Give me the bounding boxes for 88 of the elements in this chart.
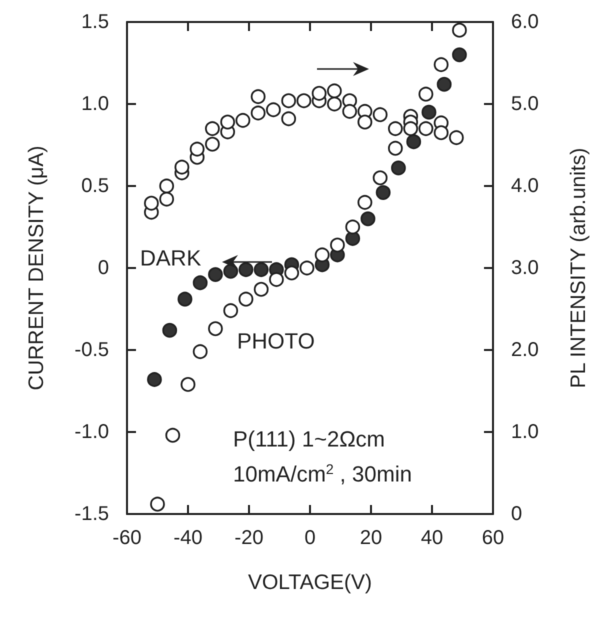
y-tick-label: -0.5 <box>74 339 109 361</box>
point <box>388 140 403 156</box>
point <box>205 121 220 136</box>
point <box>220 114 236 130</box>
point <box>418 86 434 102</box>
y2-tick-label: 0 <box>511 503 522 525</box>
point <box>269 272 284 287</box>
annotation: P(111) 1~2Ωcm <box>233 426 385 452</box>
point <box>192 344 208 360</box>
point <box>147 372 162 387</box>
y2-tick-label: 4.0 <box>511 175 539 197</box>
point <box>330 238 345 252</box>
point <box>403 121 418 136</box>
point <box>327 96 342 112</box>
point <box>327 83 342 98</box>
point <box>314 247 330 262</box>
y-axis-title: CURRENT DENSITY (μA) <box>25 146 48 390</box>
point <box>436 76 452 92</box>
point <box>281 111 296 126</box>
point <box>223 303 238 318</box>
x-axis-title: VOLTAGE(V) <box>248 571 372 594</box>
point <box>223 264 238 279</box>
y2-tick-label: 3.0 <box>511 257 539 279</box>
point <box>281 93 296 108</box>
point <box>388 121 403 136</box>
point <box>434 57 449 72</box>
y2-tick-label: 2.0 <box>511 339 539 361</box>
point <box>452 47 467 62</box>
y2-tick-label: 6.0 <box>511 11 539 33</box>
point <box>358 114 372 130</box>
point <box>422 104 436 120</box>
point <box>236 113 250 128</box>
point <box>372 170 388 186</box>
y-tick-label: -1.0 <box>74 421 109 443</box>
point <box>452 22 467 38</box>
y-tick-label: 0 <box>98 257 109 279</box>
point <box>418 121 434 136</box>
point <box>250 89 266 104</box>
x-tick-label: 60 <box>482 527 504 549</box>
point <box>391 160 406 176</box>
y-tick-label: -1.5 <box>74 503 109 525</box>
point <box>296 93 312 108</box>
point <box>174 160 190 175</box>
point <box>205 136 220 152</box>
annotation: DARK <box>140 246 202 270</box>
y2-tick-label: 5.0 <box>511 93 539 115</box>
x-tick-label: 0 <box>304 527 316 549</box>
point <box>162 322 178 338</box>
point <box>254 282 269 297</box>
point <box>192 275 208 290</box>
x-tick-label: 40 <box>420 527 444 549</box>
y-tick-label: 1.5 <box>81 11 109 33</box>
point <box>165 428 180 443</box>
point <box>449 130 464 146</box>
point <box>345 220 360 234</box>
point <box>238 292 254 307</box>
annotation: PHOTO <box>237 328 315 354</box>
point <box>238 262 254 278</box>
point <box>266 102 281 118</box>
point <box>358 195 372 210</box>
point <box>144 196 159 211</box>
point <box>159 178 174 194</box>
point <box>360 211 376 226</box>
point <box>300 260 314 276</box>
point <box>406 134 422 150</box>
point <box>250 106 266 120</box>
point <box>372 107 388 122</box>
y-tick-label: 1.0 <box>81 93 109 115</box>
y2-axis-title: PL INTENSITY (arb.units) <box>567 148 590 388</box>
y-tick-label: 0.5 <box>81 175 109 197</box>
point <box>150 496 165 512</box>
x-tick-label: -20 <box>234 527 264 549</box>
point <box>254 262 269 278</box>
x-tick-label: -60 <box>112 527 142 549</box>
x-tick-label: 20 <box>360 527 382 549</box>
point <box>312 86 327 101</box>
point <box>284 266 300 280</box>
x-tick-label: -40 <box>174 527 202 549</box>
point <box>190 142 205 156</box>
point <box>208 321 223 336</box>
point <box>342 104 358 119</box>
point <box>180 377 196 392</box>
point <box>178 292 192 307</box>
point <box>208 267 223 282</box>
point <box>159 192 174 207</box>
point <box>434 125 449 140</box>
y2-tick-label: 1.0 <box>511 421 539 443</box>
point <box>376 185 391 200</box>
